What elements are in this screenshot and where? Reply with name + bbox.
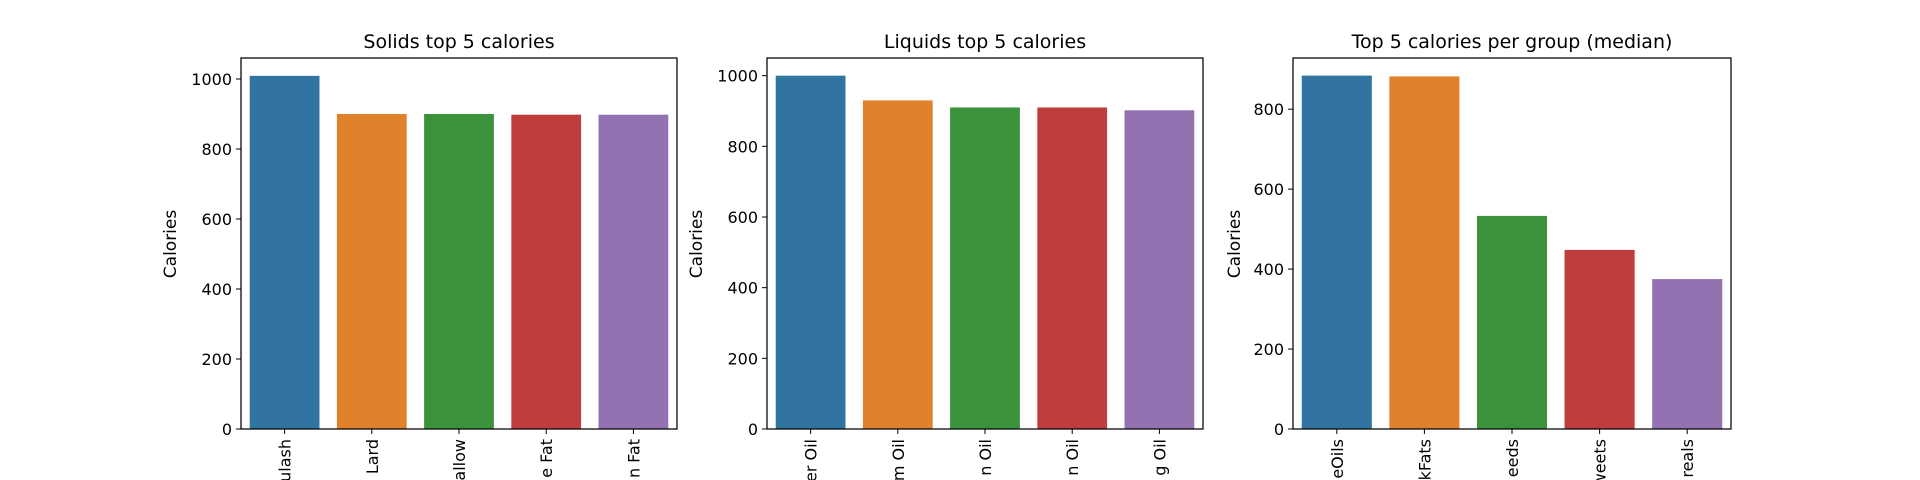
y-ticks: 0 200 400 600 800 [1253, 100, 1293, 439]
x-ticks: ulash Lard allow e Fat n Fat [276, 429, 643, 480]
bar [1564, 249, 1635, 429]
x-tick-label: n Fat [624, 439, 643, 478]
x-tick-label: n Oil [1063, 439, 1082, 476]
bar [950, 107, 1020, 429]
x-tick-label: eeds [1503, 439, 1522, 477]
bar [424, 114, 494, 429]
y-tick-label: 0 [1274, 420, 1284, 439]
bar [1389, 76, 1460, 429]
y-tick-label: 600 [727, 208, 758, 227]
bar [598, 114, 669, 429]
x-tick-label: m Oil [889, 439, 908, 480]
x-tick-label: reals [1678, 439, 1697, 478]
y-tick-label: 400 [201, 280, 232, 299]
y-tick-label: 0 [748, 420, 758, 439]
x-ticks: er Oil m Oil n Oil n Oil g Oil [802, 429, 1169, 480]
chart-panel-solids: Solids top 5 calories Calories 0 200 400 60… [161, 31, 678, 480]
x-tick-label: er Oil [802, 439, 821, 480]
bar [775, 75, 846, 430]
bar [1652, 279, 1723, 429]
y-tick-label: 800 [727, 137, 758, 156]
axes-frame [766, 57, 1204, 430]
y-axis-label: Calories [1225, 210, 1245, 279]
chart-title: Solids top 5 calories [363, 31, 554, 53]
x-tick-label: weets [1591, 439, 1610, 480]
x-tick-label: Lard [363, 439, 382, 474]
y-tick-label: 1000 [191, 70, 232, 89]
y-tick-label: 0 [222, 420, 232, 439]
y-tick-label: 400 [1253, 260, 1284, 279]
y-tick-label: 1000 [717, 67, 758, 86]
y-ticks: 0 200 400 600 800 1000 [717, 67, 767, 439]
y-axis-label: Calories [161, 210, 181, 279]
bar [1124, 110, 1195, 429]
y-tick-label: 200 [727, 349, 758, 368]
y-tick-label: 600 [1253, 180, 1284, 199]
y-tick-label: 200 [1253, 340, 1284, 359]
bar [862, 100, 933, 430]
y-tick-label: 200 [201, 350, 232, 369]
y-ticks: 0 200 400 600 800 1000 [191, 70, 241, 439]
bars [775, 75, 1195, 430]
chart-panel-liquids: Liquids top 5 calories Calories 0 200 400 6… [687, 31, 1204, 480]
x-tick-label: e Fat [537, 439, 556, 478]
chart-title: Top 5 calories per group (median) [1351, 31, 1673, 53]
y-tick-label: 400 [727, 279, 758, 298]
axes-frame [240, 57, 678, 430]
x-tick-label: kFats [1415, 439, 1434, 480]
x-tick-label: ulash [276, 439, 295, 480]
y-tick-label: 800 [201, 140, 232, 159]
axes-frame [1292, 57, 1732, 430]
bar [511, 114, 582, 429]
bar [249, 75, 320, 429]
bar [1037, 107, 1108, 429]
y-tick-label: 600 [201, 210, 232, 229]
x-tick-label: g Oil [1150, 439, 1169, 476]
y-tick-label: 800 [1253, 100, 1284, 119]
bars [1301, 75, 1723, 429]
bar [1301, 75, 1372, 429]
x-ticks: eOils kFats eeds weets reals [1328, 429, 1697, 480]
bar [336, 114, 407, 429]
bars [249, 75, 669, 429]
y-axis-label: Calories [687, 210, 707, 279]
x-tick-label: allow [450, 439, 469, 480]
chart-title: Liquids top 5 calories [884, 31, 1086, 53]
chart-panel-groups: Top 5 calories per group (median) Calori… [1225, 31, 1732, 480]
x-tick-label: n Oil [976, 439, 995, 476]
bar [1476, 215, 1548, 429]
x-tick-label: eOils [1328, 439, 1347, 479]
